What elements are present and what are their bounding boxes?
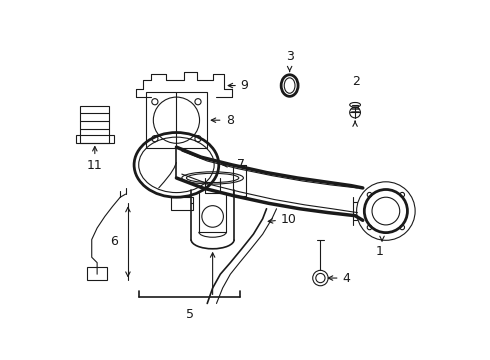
Bar	[146, 93, 207, 148]
Bar	[87, 266, 107, 280]
Bar	[171, 197, 193, 210]
Text: 2: 2	[352, 75, 360, 88]
Text: 8: 8	[226, 114, 234, 127]
Text: 5: 5	[186, 308, 194, 321]
Text: 10: 10	[281, 213, 297, 226]
Text: 1: 1	[376, 245, 384, 258]
Bar	[80, 105, 109, 143]
Text: 9: 9	[240, 79, 248, 92]
Text: 6: 6	[110, 235, 118, 248]
Text: 3: 3	[286, 50, 294, 63]
Text: 4: 4	[342, 271, 350, 284]
Text: 7: 7	[237, 158, 245, 171]
Text: 11: 11	[87, 159, 103, 172]
Bar	[75, 135, 114, 143]
